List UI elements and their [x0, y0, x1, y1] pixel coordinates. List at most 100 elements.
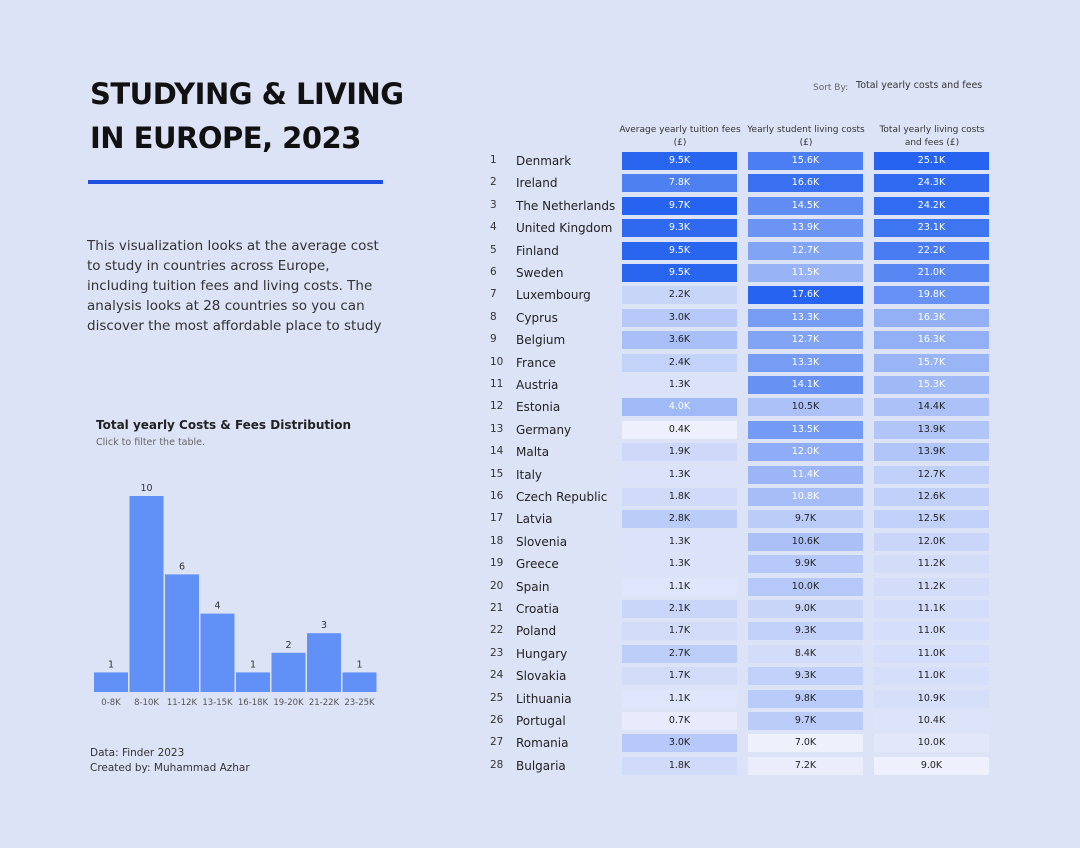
row-country: Ireland: [516, 176, 558, 191]
table-row[interactable]: 25 Lithuania 1.1K 9.8K 10.9K: [486, 689, 996, 709]
table-row[interactable]: 22 Poland 1.7K 9.3K 11.0K: [486, 621, 996, 641]
table-row[interactable]: 18 Slovenia 1.3K 10.6K 12.0K: [486, 532, 996, 552]
column-header-living-line-2: (£): [799, 138, 813, 148]
histogram-bar-value: 4: [214, 601, 220, 612]
cell-total: 23.1K: [874, 219, 989, 238]
row-rank: 1: [490, 154, 497, 166]
histogram-bar-value: 2: [285, 640, 291, 651]
row-rank: 23: [490, 646, 504, 659]
row-rank: 4: [490, 221, 497, 234]
cell-total: 14.4K: [874, 398, 989, 417]
table-row[interactable]: 14 Malta 1.9K 12.0K 13.9K: [486, 442, 996, 462]
histogram-category-label: 0-8K: [101, 698, 121, 708]
cell-tuition: 1.1K: [622, 577, 737, 596]
histogram-bar[interactable]: [342, 672, 377, 692]
table-row[interactable]: 1 Denmark 9.5K 15.6K 25.1K: [486, 151, 996, 171]
cell-living: 15.6K: [748, 152, 863, 170]
row-rank: 27: [490, 736, 504, 749]
cell-living: 13.9K: [748, 219, 863, 238]
row-country: Finland: [516, 243, 559, 258]
column-header-living[interactable]: Yearly student living costs (£): [744, 124, 868, 150]
row-country: Portugal: [516, 714, 566, 728]
table-row[interactable]: 15 Italy 1.3K 11.4K 12.7K: [486, 465, 996, 485]
column-header-tuition[interactable]: Average yearly tuition fees (£): [618, 124, 742, 150]
cell-living: 7.0K: [748, 734, 863, 753]
histogram-bar[interactable]: [236, 672, 270, 692]
table-row[interactable]: 24 Slovakia 1.7K 9.3K 11.0K: [486, 666, 996, 686]
cell-total: 11.2K: [874, 555, 989, 574]
table-row[interactable]: 19 Greece 1.3K 9.9K 11.2K: [486, 554, 996, 574]
table-row[interactable]: 10 France 2.4K 13.3K 15.7K: [486, 353, 996, 373]
table-row[interactable]: 23 Hungary 2.7K 8.4K 11.0K: [486, 644, 996, 664]
cell-living: 7.2K: [748, 756, 863, 775]
histogram-bar-value: 3: [321, 620, 327, 631]
row-country: Poland: [516, 624, 557, 639]
histogram-bar[interactable]: [129, 496, 164, 692]
histogram-bar[interactable]: [271, 652, 306, 692]
table-row[interactable]: 21 Croatia 2.1K 9.0K 11.1K: [486, 599, 996, 619]
cell-tuition: 4.0K: [622, 398, 737, 417]
row-country: Luxembourg: [516, 288, 591, 303]
histogram-bar[interactable]: [165, 574, 199, 692]
row-rank: 15: [490, 467, 504, 480]
row-rank: 10: [490, 355, 504, 368]
table-row[interactable]: 7 Luxembourg 2.2K 17.6K 19.8K: [486, 285, 996, 305]
cell-living: 9.3K: [748, 667, 863, 686]
cell-living: 11.4K: [748, 465, 863, 484]
cell-living: 9.8K: [748, 689, 863, 708]
table-row[interactable]: 8 Cyprus 3.0K 13.3K 16.3K: [486, 308, 996, 328]
cell-total: 10.9K: [874, 689, 989, 708]
cell-total: 19.8K: [874, 286, 989, 305]
cell-total: 15.7K: [874, 353, 989, 372]
cell-living: 10.5K: [748, 398, 863, 417]
row-country: Hungary: [516, 646, 568, 661]
histogram-chart[interactable]: 1 0-8K 10 8-10K 6 11-12K 4 13-15K 1 16-18K 2 19-20K…: [90, 470, 382, 715]
row-rank: 17: [490, 512, 504, 525]
cell-tuition: 0.4K: [622, 420, 737, 439]
column-header-total-line-2: and fees (£): [904, 138, 960, 148]
table-row[interactable]: 6 Sweden 9.5K 11.5K 21.0K: [486, 263, 996, 283]
table-row[interactable]: 12 Estonia 4.0K 10.5K 14.4K: [486, 397, 996, 417]
data-source: Data: Finder 2023: [90, 747, 185, 759]
row-country: Bulgaria: [516, 758, 566, 773]
cell-tuition: 9.3K: [622, 219, 737, 238]
cell-tuition: 2.7K: [622, 644, 737, 663]
histogram-bar[interactable]: [307, 633, 341, 692]
table-row[interactable]: 26 Portugal 0.7K 9.7K 10.4K: [486, 711, 996, 731]
cell-tuition: 9.5K: [622, 241, 737, 260]
table-row[interactable]: 27 Romania 3.0K 7.0K 10.0K: [486, 733, 996, 753]
row-country: United Kingdom: [516, 221, 613, 236]
cell-living: 11.5K: [748, 264, 863, 282]
table-row[interactable]: 16 Czech Republic 1.8K 10.8K 12.6K: [486, 487, 996, 507]
table-row[interactable]: 9 Belgium 3.6K 12.7K 16.3K: [486, 330, 996, 350]
table-row[interactable]: 4 United Kingdom 9.3K 13.9K 23.1K: [486, 218, 996, 238]
row-rank: 3: [490, 198, 497, 211]
sort-dropdown[interactable]: Total yearly costs and fees: [856, 80, 983, 91]
table-row[interactable]: 5 Finland 9.5K 12.7K 22.2K: [486, 241, 996, 261]
table-row[interactable]: 11 Austria 1.3K 14.1K 15.3K: [486, 375, 996, 395]
table-row[interactable]: 20 Spain 1.1K 10.0K 11.2K: [486, 577, 996, 597]
row-country: Italy: [516, 467, 543, 482]
cell-tuition: 1.7K: [622, 622, 737, 641]
histogram-bar[interactable]: [200, 613, 235, 692]
cell-living: 9.3K: [748, 622, 863, 641]
cell-total: 10.0K: [874, 734, 989, 753]
sort-label: Sort By:: [813, 83, 849, 93]
row-rank: 11: [490, 378, 504, 390]
table-row[interactable]: 3 The Netherlands 9.7K 14.5K 24.2K: [486, 196, 996, 216]
histogram-bar[interactable]: [94, 672, 128, 692]
cell-total: 25.1K: [874, 152, 989, 170]
table-row[interactable]: 13 Germany 0.4K 13.5K 13.9K: [486, 420, 996, 440]
row-rank: 26: [490, 714, 504, 726]
cell-tuition: 3.0K: [622, 734, 737, 753]
cell-total: 11.1K: [874, 600, 989, 618]
column-header-tuition-line-2: (£): [673, 138, 687, 148]
row-rank: 5: [490, 243, 497, 256]
page-title-line-2: IN EUROPE, 2023: [90, 121, 361, 155]
table-row[interactable]: 17 Latvia 2.8K 9.7K 12.5K: [486, 509, 996, 529]
row-rank: 21: [490, 602, 504, 614]
row-rank: 13: [490, 422, 504, 435]
table-row[interactable]: 2 Ireland 7.8K 16.6K 24.3K: [486, 173, 996, 193]
column-header-total[interactable]: Total yearly living costs and fees (£): [870, 124, 994, 150]
table-row[interactable]: 28 Bulgaria 1.8K 7.2K 9.0K: [486, 756, 996, 776]
